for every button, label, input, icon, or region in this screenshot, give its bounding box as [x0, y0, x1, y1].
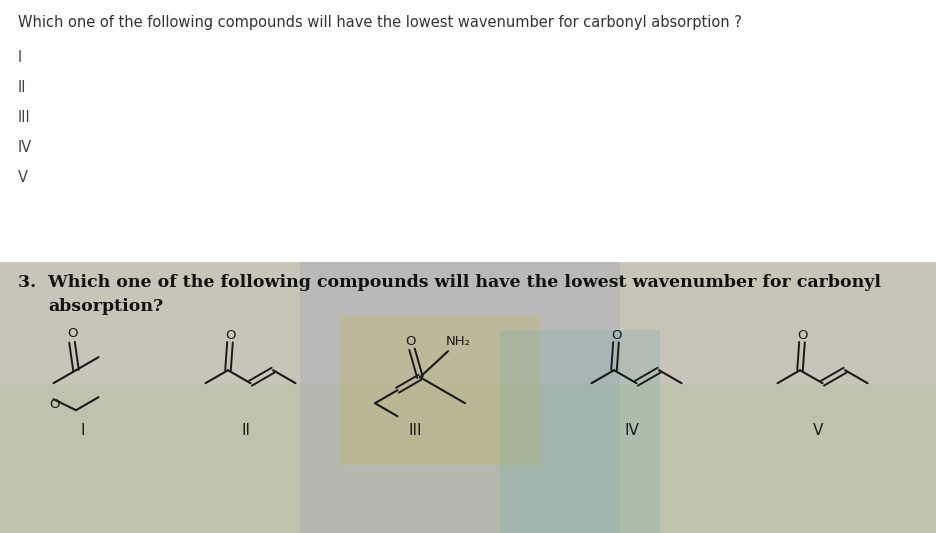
Text: absorption?: absorption? — [48, 298, 163, 315]
Text: V: V — [812, 423, 823, 438]
Text: 3.  Which one of the following compounds will have the lowest wavenumber for car: 3. Which one of the following compounds … — [18, 274, 881, 291]
Text: IV: IV — [624, 423, 639, 438]
Text: O: O — [66, 327, 78, 340]
Text: I: I — [18, 50, 22, 65]
Text: II: II — [241, 423, 251, 438]
Text: Which one of the following compounds will have the lowest wavenumber for carbony: Which one of the following compounds wil… — [18, 15, 742, 30]
Text: I: I — [80, 423, 85, 438]
Text: NH₂: NH₂ — [446, 335, 471, 348]
Text: IV: IV — [18, 140, 32, 155]
Text: III: III — [408, 423, 422, 438]
Text: III: III — [18, 110, 31, 125]
Text: II: II — [18, 80, 26, 95]
Text: O: O — [611, 329, 622, 342]
Text: O: O — [50, 398, 60, 411]
Bar — [340, 317, 540, 465]
Text: V: V — [18, 170, 28, 185]
Bar — [500, 330, 660, 533]
Text: O: O — [404, 335, 416, 348]
Text: O: O — [797, 329, 807, 342]
Text: O: O — [225, 329, 235, 342]
Bar — [0, 384, 936, 533]
Bar — [300, 262, 620, 533]
